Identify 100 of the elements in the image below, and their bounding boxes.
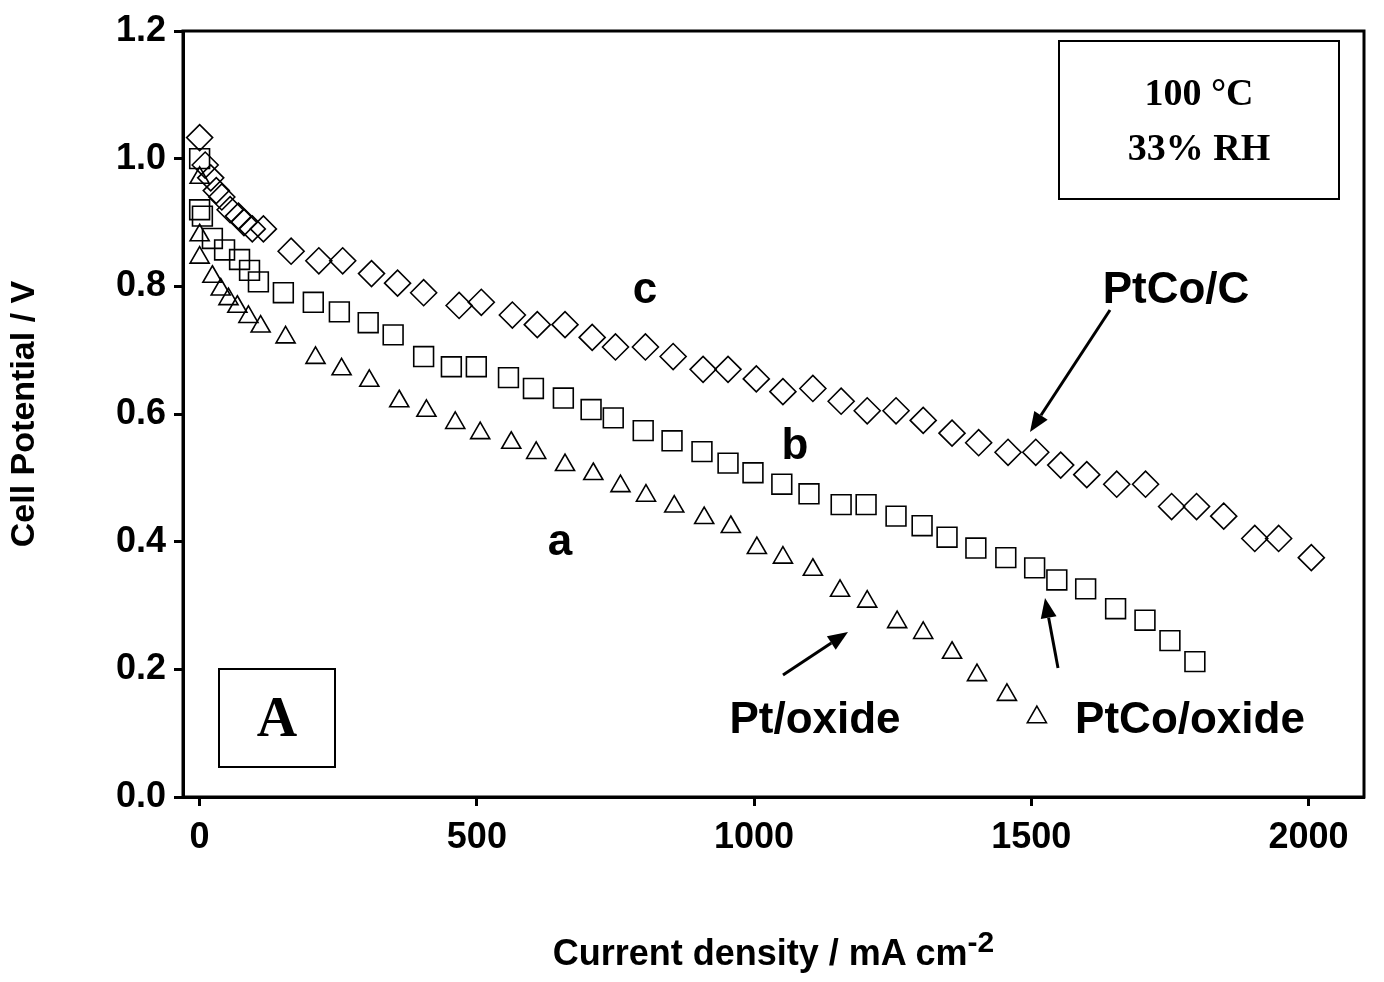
point [382,324,404,346]
point [1240,524,1269,553]
point [277,237,305,266]
point [188,199,211,221]
point [601,333,630,361]
point [909,406,937,435]
point [1046,569,1068,591]
point [228,248,251,271]
point [578,323,606,352]
point [230,208,258,237]
point [191,205,214,227]
point [1072,460,1101,489]
point [440,356,463,378]
point [1157,492,1186,521]
point [827,387,855,416]
point [632,419,654,442]
y-tick-label: 0.2 [115,646,166,688]
point [1021,438,1050,467]
point [885,505,907,527]
point [853,397,881,425]
point [1023,557,1046,579]
annotation: PtCo/C [1102,263,1250,312]
point [191,151,219,179]
point [523,310,552,339]
point [631,333,660,361]
point [216,195,244,224]
point [798,483,820,505]
point [964,428,993,457]
x-axis-title: Current density / mA cm$^{-2}$ [551,925,996,974]
point [383,269,412,297]
y-tick-label: 0.4 [115,518,166,560]
point [1159,629,1181,652]
x-tick-label: 0 [189,814,210,856]
point [224,202,253,230]
point [498,301,527,329]
point [522,377,545,400]
point [272,282,295,304]
point [467,288,496,317]
point [717,452,739,474]
point [551,310,579,339]
point [185,123,214,152]
point [659,342,687,371]
point [357,259,386,288]
point [201,227,224,250]
point [661,430,683,452]
point [965,537,987,559]
point [445,291,473,320]
point [202,176,231,205]
point [497,366,520,389]
point [882,397,910,425]
point [1184,650,1206,673]
point [1134,609,1156,631]
annotation: A [218,668,336,768]
point [691,440,713,463]
point [302,291,324,313]
point [1131,470,1160,499]
point [1182,492,1211,521]
point [830,493,852,516]
point [936,526,958,548]
point [305,247,333,275]
point [1046,451,1075,479]
annotation: a [547,515,573,564]
point [771,473,793,495]
y-tick-label: 0.6 [115,390,166,432]
x-tick-label: 1500 [991,814,1072,856]
point [213,239,236,261]
point [799,374,827,403]
point [238,259,261,282]
y-axis-title: Cell Potential / V [2,280,41,548]
point [769,377,797,406]
point [742,462,764,484]
x-tick-label: 1000 [714,814,795,856]
point [357,312,379,334]
point [714,355,742,384]
point [995,546,1017,569]
point [465,356,488,378]
point [409,278,438,307]
point [552,387,575,409]
annotation: 100 °C 33% RH [1058,40,1340,200]
point [742,365,771,393]
point [911,515,933,537]
x-tick-label: 500 [446,814,507,856]
point [238,215,267,243]
point [1264,524,1293,553]
point [1297,543,1326,572]
point [580,398,602,421]
x-tick-label: 2000 [1268,814,1349,856]
point [689,355,717,384]
annotation: PtCo/oxide [1075,693,1305,742]
point [196,164,225,192]
point [602,407,624,429]
point [938,419,966,447]
annotation: b [781,419,809,468]
point [994,438,1022,467]
point [249,215,278,243]
point [328,301,351,323]
point [1209,502,1238,530]
point [1102,470,1131,499]
point [855,493,877,516]
y-tick-label: 1.0 [115,135,166,177]
